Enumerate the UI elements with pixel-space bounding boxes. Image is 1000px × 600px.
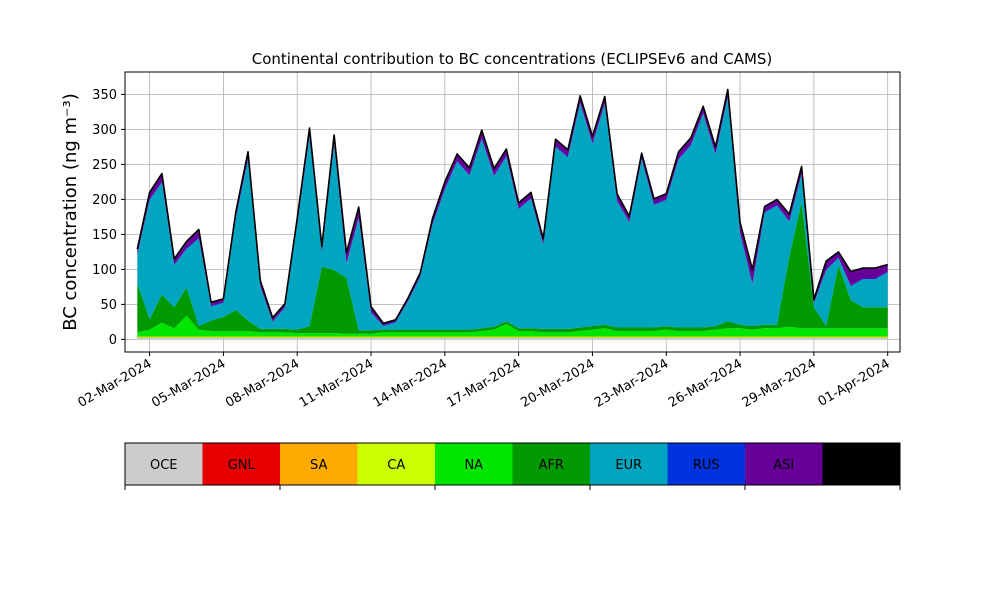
legend-label: AFR (539, 458, 564, 473)
legend-swatch-asi (745, 443, 823, 485)
areas-layer (137, 89, 888, 340)
chart-title: Continental contribution to BC concentra… (252, 50, 773, 68)
legend-label: OCE (150, 458, 178, 473)
legend-swatch-sa (280, 443, 358, 485)
legend-label: EUR (615, 458, 642, 473)
y-tick-label: 0 (109, 333, 117, 348)
legend-label: AUS (848, 458, 875, 473)
legend-label: RUS (693, 458, 720, 473)
legend-swatch-oce (125, 443, 203, 485)
plot-area (124, 71, 901, 353)
y-axis-label: BC concentration (ng m⁻³) (60, 93, 81, 331)
area-ca (137, 336, 888, 338)
plot-frame (124, 71, 901, 353)
legend-label: GNL (228, 458, 256, 473)
legend-swatch-aus (822, 443, 900, 485)
legend-swatch-afr (512, 443, 590, 485)
total-outline (136, 88, 888, 325)
legend-frame (124, 442, 901, 486)
legend-swatch-gnl (202, 443, 280, 485)
y-tick-label: 50 (100, 298, 117, 313)
area-afr (137, 202, 888, 334)
legend-swatch-eur (590, 443, 668, 485)
y-tick-label: 350 (92, 88, 117, 103)
area-sa (137, 337, 888, 338)
total-line-layer (136, 88, 888, 325)
legend-swatch-rus (667, 443, 745, 485)
legend-swatch-ca (357, 443, 435, 485)
legend-label: CA (387, 458, 405, 473)
area-na (137, 315, 888, 337)
y-axis: 0 50 100 150 200 250 300 350 (92, 88, 125, 348)
y-tick-label: 150 (92, 228, 117, 243)
area-eur (137, 97, 888, 331)
legend-swatch-na (435, 443, 513, 485)
y-tick-label: 200 (92, 193, 117, 208)
area-oce (137, 338, 888, 340)
y-tick-label: 300 (92, 123, 117, 138)
y-tick-label: 100 (92, 263, 117, 278)
legend-label: SA (310, 458, 327, 473)
y-tick-label: 250 (92, 158, 117, 173)
legend-label: ASI (773, 458, 794, 473)
legend: OCE GNL SA CA NA AFR EUR RUS ASI AUS (124, 442, 901, 490)
legend-label: NA (464, 458, 483, 473)
